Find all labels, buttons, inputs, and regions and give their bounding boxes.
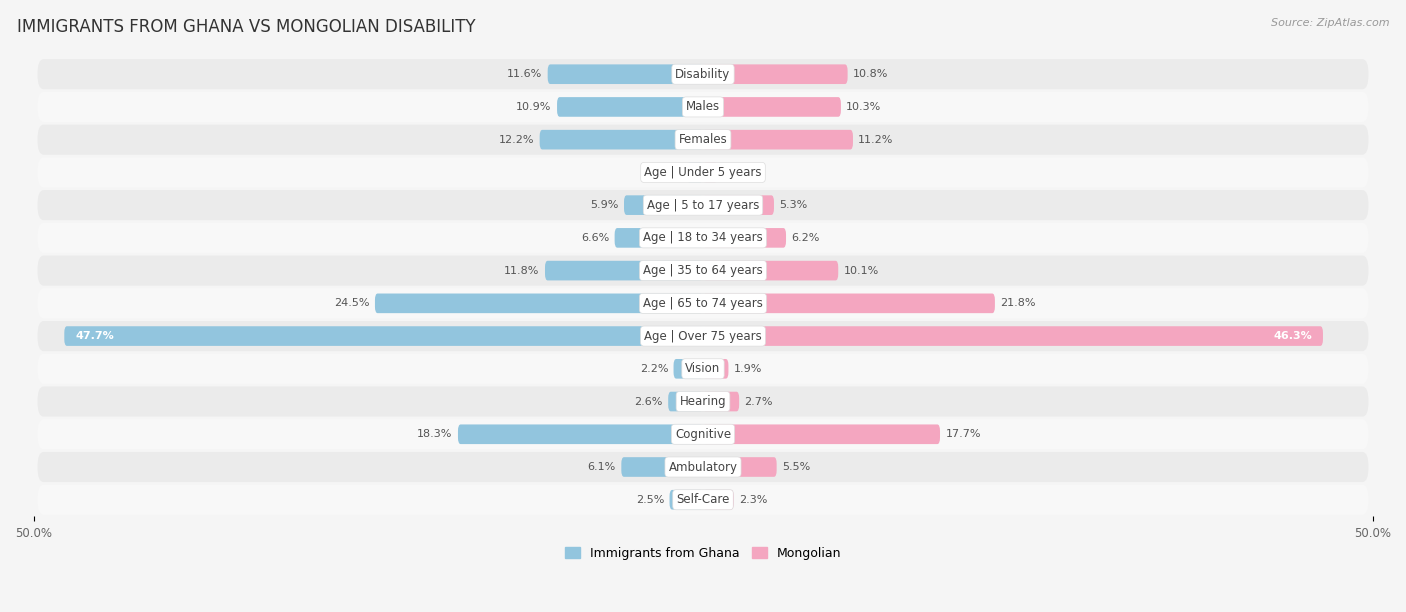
Text: Self-Care: Self-Care (676, 493, 730, 506)
Text: 11.6%: 11.6% (508, 69, 543, 79)
FancyBboxPatch shape (703, 163, 717, 182)
Text: 5.5%: 5.5% (782, 462, 810, 472)
Text: Ambulatory: Ambulatory (668, 460, 738, 474)
FancyBboxPatch shape (38, 125, 1368, 155)
FancyBboxPatch shape (38, 452, 1368, 482)
Text: 11.8%: 11.8% (505, 266, 540, 275)
Text: 10.1%: 10.1% (844, 266, 879, 275)
FancyBboxPatch shape (540, 130, 703, 149)
Text: Disability: Disability (675, 68, 731, 81)
FancyBboxPatch shape (703, 294, 995, 313)
Text: 21.8%: 21.8% (1000, 298, 1036, 308)
FancyBboxPatch shape (38, 354, 1368, 384)
FancyBboxPatch shape (703, 425, 941, 444)
FancyBboxPatch shape (703, 326, 1323, 346)
FancyBboxPatch shape (703, 195, 773, 215)
Text: Age | 18 to 34 years: Age | 18 to 34 years (643, 231, 763, 244)
FancyBboxPatch shape (703, 490, 734, 510)
FancyBboxPatch shape (38, 288, 1368, 318)
Text: Females: Females (679, 133, 727, 146)
Text: 46.3%: 46.3% (1274, 331, 1312, 341)
Text: 10.3%: 10.3% (846, 102, 882, 112)
Text: Age | 35 to 64 years: Age | 35 to 64 years (643, 264, 763, 277)
FancyBboxPatch shape (65, 326, 703, 346)
Text: Cognitive: Cognitive (675, 428, 731, 441)
FancyBboxPatch shape (703, 457, 776, 477)
FancyBboxPatch shape (38, 256, 1368, 286)
FancyBboxPatch shape (621, 457, 703, 477)
FancyBboxPatch shape (38, 92, 1368, 122)
Text: Source: ZipAtlas.com: Source: ZipAtlas.com (1271, 18, 1389, 28)
Text: 24.5%: 24.5% (335, 298, 370, 308)
FancyBboxPatch shape (38, 59, 1368, 89)
Text: 1.1%: 1.1% (723, 168, 751, 177)
FancyBboxPatch shape (38, 387, 1368, 417)
Text: 10.9%: 10.9% (516, 102, 551, 112)
FancyBboxPatch shape (668, 392, 703, 411)
FancyBboxPatch shape (624, 195, 703, 215)
FancyBboxPatch shape (548, 64, 703, 84)
FancyBboxPatch shape (669, 490, 703, 510)
Text: 11.2%: 11.2% (858, 135, 894, 144)
Text: 2.2%: 2.2% (640, 364, 668, 374)
Text: 6.6%: 6.6% (581, 233, 609, 243)
FancyBboxPatch shape (703, 228, 786, 248)
FancyBboxPatch shape (38, 190, 1368, 220)
Text: 1.9%: 1.9% (734, 364, 762, 374)
Text: Hearing: Hearing (679, 395, 727, 408)
FancyBboxPatch shape (557, 97, 703, 117)
FancyBboxPatch shape (38, 485, 1368, 515)
Text: 6.2%: 6.2% (792, 233, 820, 243)
Text: Age | 65 to 74 years: Age | 65 to 74 years (643, 297, 763, 310)
Text: 18.3%: 18.3% (418, 429, 453, 439)
Text: 5.3%: 5.3% (779, 200, 807, 210)
Text: 10.8%: 10.8% (853, 69, 889, 79)
Text: 2.5%: 2.5% (636, 494, 664, 505)
Text: 2.6%: 2.6% (634, 397, 662, 406)
FancyBboxPatch shape (614, 228, 703, 248)
Text: 47.7%: 47.7% (75, 331, 114, 341)
FancyBboxPatch shape (38, 157, 1368, 187)
FancyBboxPatch shape (703, 130, 853, 149)
FancyBboxPatch shape (38, 223, 1368, 253)
FancyBboxPatch shape (703, 64, 848, 84)
FancyBboxPatch shape (38, 419, 1368, 449)
FancyBboxPatch shape (458, 425, 703, 444)
Text: 6.1%: 6.1% (588, 462, 616, 472)
Text: Age | Under 5 years: Age | Under 5 years (644, 166, 762, 179)
FancyBboxPatch shape (703, 97, 841, 117)
FancyBboxPatch shape (703, 359, 728, 379)
Text: Age | Over 75 years: Age | Over 75 years (644, 330, 762, 343)
Text: 17.7%: 17.7% (945, 429, 981, 439)
Text: 1.2%: 1.2% (654, 168, 682, 177)
FancyBboxPatch shape (38, 321, 1368, 351)
Text: 5.9%: 5.9% (591, 200, 619, 210)
FancyBboxPatch shape (375, 294, 703, 313)
Text: 2.3%: 2.3% (740, 494, 768, 505)
FancyBboxPatch shape (703, 392, 740, 411)
Text: 2.7%: 2.7% (745, 397, 773, 406)
Text: Vision: Vision (685, 362, 721, 375)
Text: IMMIGRANTS FROM GHANA VS MONGOLIAN DISABILITY: IMMIGRANTS FROM GHANA VS MONGOLIAN DISAB… (17, 18, 475, 36)
Legend: Immigrants from Ghana, Mongolian: Immigrants from Ghana, Mongolian (560, 542, 846, 565)
FancyBboxPatch shape (703, 261, 838, 280)
FancyBboxPatch shape (546, 261, 703, 280)
Text: Age | 5 to 17 years: Age | 5 to 17 years (647, 199, 759, 212)
FancyBboxPatch shape (673, 359, 703, 379)
Text: Males: Males (686, 100, 720, 113)
Text: 12.2%: 12.2% (499, 135, 534, 144)
FancyBboxPatch shape (688, 163, 703, 182)
